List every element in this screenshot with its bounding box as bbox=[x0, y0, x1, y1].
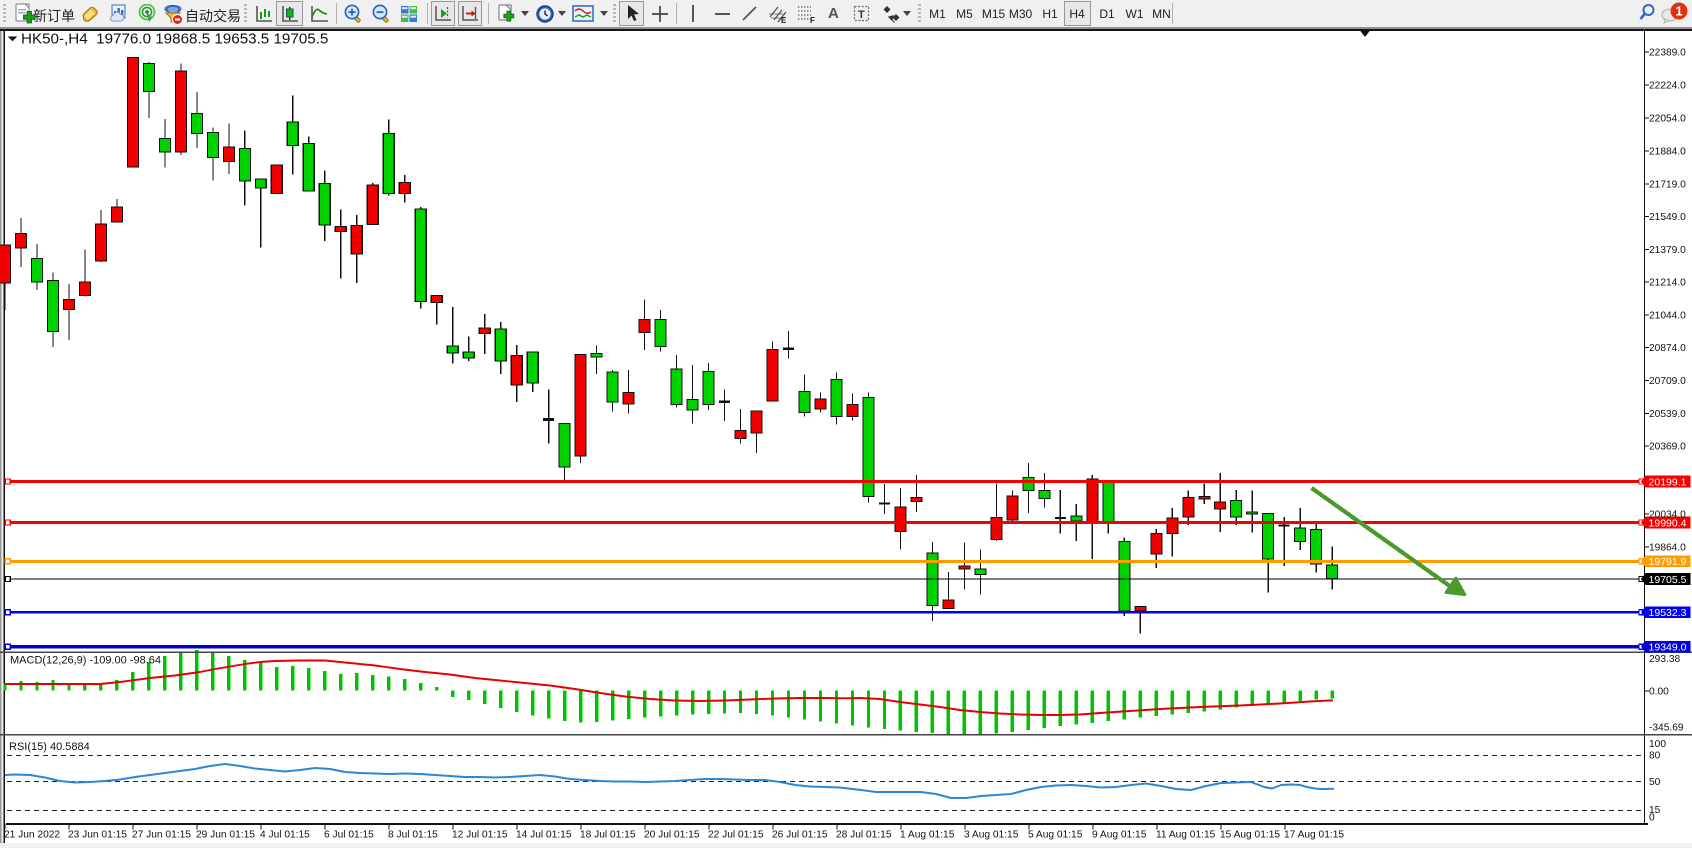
svg-text:20369.0: 20369.0 bbox=[1649, 442, 1686, 453]
svg-text:20199.1: 20199.1 bbox=[1649, 476, 1687, 488]
svg-text:22389.0: 22389.0 bbox=[1649, 48, 1686, 59]
svg-text:14 Jul 01:15: 14 Jul 01:15 bbox=[516, 830, 572, 841]
svg-text:21379.0: 21379.0 bbox=[1649, 245, 1686, 256]
svg-text:11 Aug 01:15: 11 Aug 01:15 bbox=[1156, 830, 1216, 841]
svg-text:29 Jun 01:15: 29 Jun 01:15 bbox=[196, 830, 255, 841]
svg-text:23 Jun 01:15: 23 Jun 01:15 bbox=[68, 830, 127, 841]
svg-text:RSI(15) 40.5884: RSI(15) 40.5884 bbox=[9, 741, 90, 753]
svg-text:F: F bbox=[810, 16, 815, 24]
svg-text:80: 80 bbox=[1649, 751, 1661, 762]
svg-text:20709.0: 20709.0 bbox=[1649, 376, 1686, 387]
svg-text:E: E bbox=[781, 16, 787, 24]
svg-text:19349.0: 19349.0 bbox=[1649, 642, 1687, 654]
svg-text:15: 15 bbox=[1649, 805, 1661, 816]
svg-text:1: 1 bbox=[1675, 4, 1682, 19]
svg-text:19864.0: 19864.0 bbox=[1649, 543, 1686, 554]
svg-text:26 Jul 01:15: 26 Jul 01:15 bbox=[772, 830, 828, 841]
svg-text:100: 100 bbox=[1649, 739, 1666, 750]
svg-text:21214.0: 21214.0 bbox=[1649, 278, 1686, 289]
svg-text:4 Jul 01:15: 4 Jul 01:15 bbox=[260, 830, 310, 841]
svg-text:8 Jul 01:15: 8 Jul 01:15 bbox=[388, 830, 438, 841]
svg-text:20 Jul 01:15: 20 Jul 01:15 bbox=[644, 830, 700, 841]
svg-text:19705.5: 19705.5 bbox=[1649, 574, 1687, 586]
svg-text:50: 50 bbox=[1649, 777, 1661, 788]
svg-text:17 Aug 01:15: 17 Aug 01:15 bbox=[1284, 830, 1344, 841]
svg-text:T: T bbox=[858, 9, 865, 21]
svg-text:0: 0 bbox=[1649, 813, 1655, 824]
svg-text:1 Aug 01:15: 1 Aug 01:15 bbox=[900, 830, 955, 841]
svg-text:27 Jun 01:15: 27 Jun 01:15 bbox=[132, 830, 191, 841]
svg-text:18 Jul 01:15: 18 Jul 01:15 bbox=[580, 830, 636, 841]
svg-text:3 Aug 01:15: 3 Aug 01:15 bbox=[964, 830, 1019, 841]
svg-text:21044.0: 21044.0 bbox=[1649, 311, 1686, 322]
svg-text:9 Aug 01:15: 9 Aug 01:15 bbox=[1092, 830, 1147, 841]
svg-text:21884.0: 21884.0 bbox=[1649, 147, 1686, 158]
svg-text:12 Jul 01:15: 12 Jul 01:15 bbox=[452, 830, 508, 841]
svg-text:HK50-,H4 19776.0 19868.5 1965: HK50-,H4 19776.0 19868.5 19653.5 19705.5 bbox=[21, 31, 328, 48]
svg-text:0.00: 0.00 bbox=[1649, 687, 1669, 698]
svg-text:6 Jul 01:15: 6 Jul 01:15 bbox=[324, 830, 374, 841]
svg-text:15 Aug 01:15: 15 Aug 01:15 bbox=[1220, 830, 1280, 841]
svg-text:293.38: 293.38 bbox=[1649, 654, 1680, 665]
svg-text:21719.0: 21719.0 bbox=[1649, 180, 1686, 191]
svg-text:19990.4: 19990.4 bbox=[1649, 517, 1687, 529]
svg-text:19532.3: 19532.3 bbox=[1649, 607, 1687, 619]
svg-text:5 Aug 01:15: 5 Aug 01:15 bbox=[1028, 830, 1083, 841]
svg-text:22224.0: 22224.0 bbox=[1649, 81, 1686, 92]
svg-text:22 Jul 01:15: 22 Jul 01:15 bbox=[708, 830, 764, 841]
svg-text:22054.0: 22054.0 bbox=[1649, 114, 1686, 125]
svg-text:21549.0: 21549.0 bbox=[1649, 212, 1686, 223]
svg-text:19791.9: 19791.9 bbox=[1649, 556, 1687, 568]
svg-text:28 Jul 01:15: 28 Jul 01:15 bbox=[836, 830, 892, 841]
svg-text:20539.0: 20539.0 bbox=[1649, 409, 1686, 420]
svg-text:20874.0: 20874.0 bbox=[1649, 343, 1686, 354]
svg-text:-345.69: -345.69 bbox=[1649, 723, 1684, 734]
svg-text:MACD(12,26,9) -109.00 -98.64: MACD(12,26,9) -109.00 -98.64 bbox=[10, 655, 161, 667]
svg-text:21 Jun 2022: 21 Jun 2022 bbox=[4, 830, 60, 841]
svg-text:20034.0: 20034.0 bbox=[1649, 510, 1686, 521]
